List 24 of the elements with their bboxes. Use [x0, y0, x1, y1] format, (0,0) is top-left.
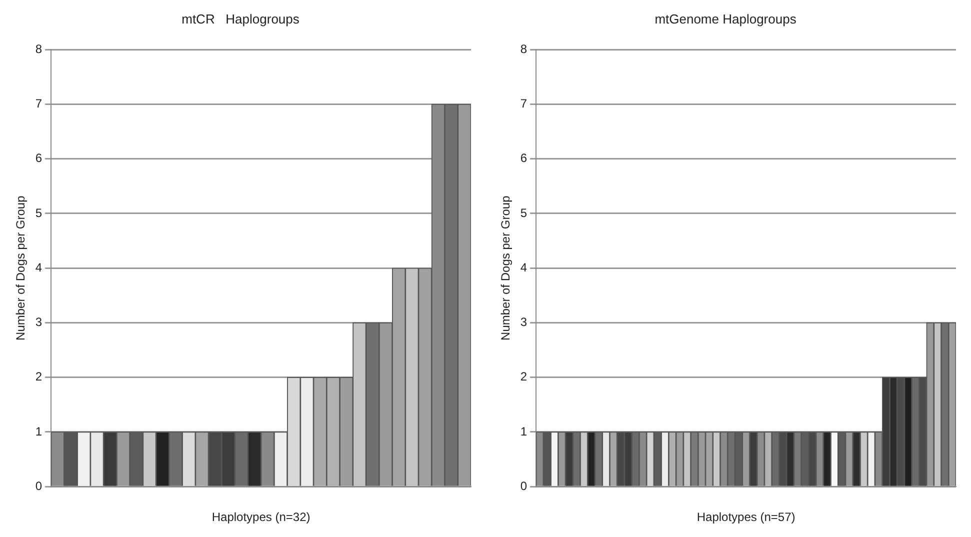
y-tick-label: 0 — [520, 478, 528, 493]
y-tick-label: 8 — [35, 42, 42, 56]
y-tick-label: 6 — [35, 151, 42, 166]
y-tick-label: 4 — [520, 260, 528, 274]
y-tick-label: 3 — [35, 315, 42, 330]
y-tick-label: 4 — [35, 260, 42, 274]
x-axis-title: Haplotypes (n=57) — [696, 510, 796, 524]
chart-title: mtGenome Haplogroups — [654, 11, 797, 26]
chart-title: mtCR Haplogroups — [182, 11, 300, 26]
y-tick-label: 7 — [520, 96, 528, 111]
x-axis-title: Haplotypes (n=32) — [212, 510, 310, 524]
y-tick-label: 5 — [520, 206, 528, 220]
y-tick-label: 3 — [520, 315, 528, 330]
y-tick-label: 6 — [520, 151, 528, 166]
y-tick-label: 8 — [520, 42, 528, 56]
y-tick-label: 2 — [520, 370, 528, 384]
y-tick-label: 5 — [35, 206, 42, 220]
y-tick-label: 7 — [35, 96, 42, 111]
y-tick-label: 0 — [35, 478, 42, 493]
y-axis-title: Number of Dogs per Group — [498, 195, 513, 340]
y-axis-title: Number of Dogs per Group — [14, 195, 28, 340]
y-tick-label: 1 — [520, 424, 528, 438]
y-tick-label: 1 — [35, 424, 42, 438]
y-tick-label: 2 — [35, 370, 42, 384]
